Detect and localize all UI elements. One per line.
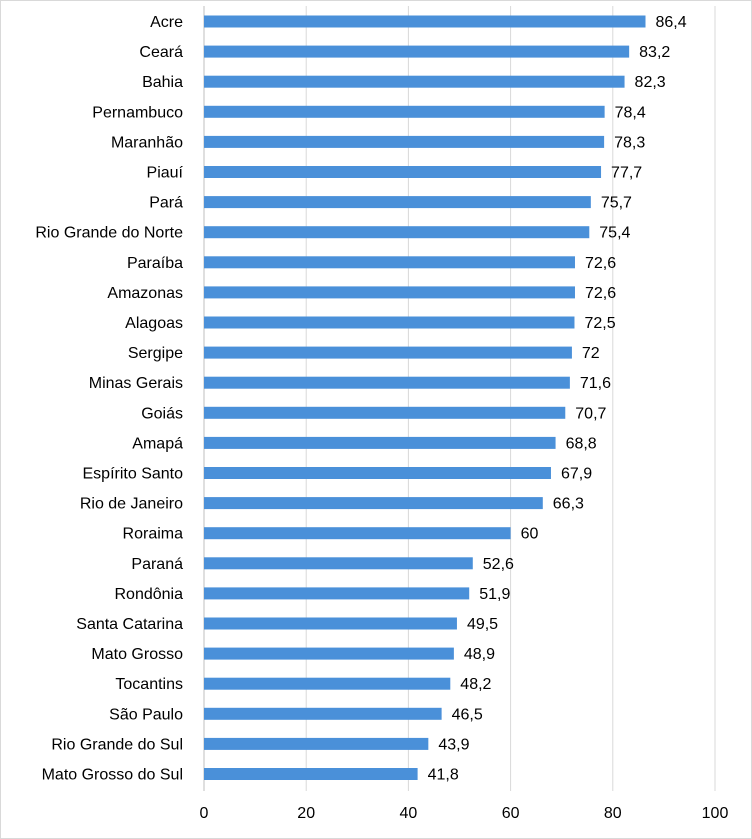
data-label: 78,3 — [614, 134, 645, 151]
bar — [204, 15, 646, 28]
category-label: Acre — [150, 14, 183, 31]
data-label: 51,9 — [479, 586, 510, 603]
category-label: Tocantins — [115, 676, 183, 693]
bar — [204, 737, 429, 750]
bar — [204, 376, 570, 389]
category-label: Amazonas — [107, 285, 183, 302]
bar — [204, 527, 511, 540]
category-label: Maranhão — [111, 134, 183, 151]
category-label: Paraíba — [127, 255, 183, 272]
category-label: Alagoas — [125, 315, 183, 332]
value-labels: 86,4 83,2 82,3 78,4 78,3 77,7 75,7 75,4 72,6 72,6… — [428, 14, 687, 784]
bar — [204, 105, 605, 118]
category-label: Rio Grande do Sul — [51, 736, 183, 753]
bar — [204, 677, 451, 690]
data-label: 52,6 — [483, 556, 514, 573]
data-label: 86,4 — [656, 14, 687, 31]
bar — [204, 647, 454, 660]
data-label: 49,5 — [467, 616, 498, 633]
category-label: Piauí — [147, 165, 184, 182]
category-label: Rio Grande do Norte — [35, 225, 183, 242]
bar — [204, 467, 551, 479]
category-label: Pará — [149, 195, 183, 212]
category-label: Amapá — [132, 435, 183, 452]
data-label: 75,4 — [599, 225, 630, 242]
bar — [204, 75, 625, 88]
data-label: 83,2 — [639, 44, 670, 61]
category-label: Minas Gerais — [89, 375, 183, 392]
data-label: 82,3 — [635, 74, 666, 91]
category-label: Paraná — [131, 556, 183, 573]
bar — [204, 557, 473, 570]
data-label: 70,7 — [575, 405, 606, 422]
bar — [204, 286, 575, 299]
data-label: 68,8 — [566, 435, 597, 452]
category-label: Mato Grosso — [91, 646, 183, 663]
x-tick-label: 20 — [297, 805, 315, 822]
data-label: 75,7 — [601, 195, 632, 212]
data-label: 43,9 — [438, 736, 469, 753]
data-label: 72,6 — [585, 285, 616, 302]
category-label: Espírito Santo — [83, 466, 184, 483]
x-tick-label: 40 — [400, 805, 418, 822]
x-axis-ticks: 0 20 40 60 80 100 — [200, 805, 729, 822]
bar — [204, 135, 605, 148]
category-label: Roraima — [123, 526, 184, 543]
bar — [204, 436, 556, 449]
data-label: 60 — [521, 526, 539, 543]
bar — [204, 617, 457, 630]
bar — [204, 256, 575, 269]
category-labels: Acre Ceará Bahia Pernambuco Maranhão Piauí Par… — [35, 14, 183, 784]
bar — [204, 316, 575, 329]
x-tick-label: 60 — [502, 805, 520, 822]
data-label: 46,5 — [452, 706, 483, 723]
bar — [204, 45, 630, 58]
category-label: Goiás — [141, 405, 183, 422]
data-label: 41,8 — [428, 767, 459, 784]
data-label: 72,6 — [585, 255, 616, 272]
data-label: 71,6 — [580, 375, 611, 392]
category-label: Bahia — [142, 74, 183, 91]
gridlines — [203, 6, 716, 791]
data-label: 67,9 — [561, 466, 592, 483]
data-label: 48,9 — [464, 646, 495, 663]
bar — [204, 768, 418, 780]
data-label: 77,7 — [611, 165, 642, 182]
category-label: Rio de Janeiro — [80, 496, 183, 513]
category-label: Pernambuco — [92, 104, 183, 121]
bar — [204, 587, 470, 600]
bar — [204, 406, 566, 419]
category-label: São Paulo — [109, 706, 183, 723]
data-label: 48,2 — [460, 676, 491, 693]
category-label: Rondônia — [115, 586, 184, 603]
bar — [204, 166, 602, 178]
x-tick-label: 0 — [200, 805, 209, 822]
bars — [204, 15, 646, 780]
bar — [204, 226, 590, 239]
category-label: Mato Grosso do Sul — [42, 767, 183, 784]
category-label: Santa Catarina — [76, 616, 183, 633]
data-label: 66,3 — [553, 496, 584, 513]
category-label: Sergipe — [128, 345, 183, 362]
bar — [204, 497, 543, 510]
category-label: Ceará — [139, 44, 183, 61]
data-label: 72,5 — [584, 315, 615, 332]
bar — [204, 196, 591, 209]
data-label: 72 — [582, 345, 600, 362]
x-tick-label: 100 — [702, 805, 729, 822]
data-label: 78,4 — [615, 104, 646, 121]
x-tick-label: 80 — [604, 805, 622, 822]
bar — [204, 346, 572, 359]
bar — [204, 707, 442, 720]
